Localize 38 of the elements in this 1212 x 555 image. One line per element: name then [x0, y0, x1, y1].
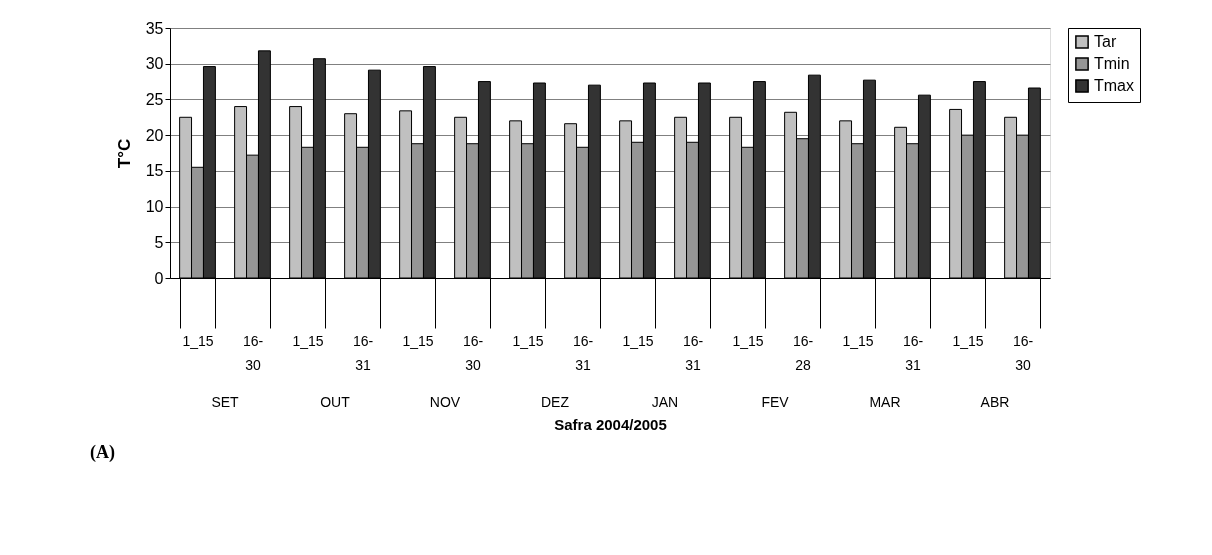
x-tick-label: 16-31	[902, 332, 924, 373]
x-tick-label: 1_15	[842, 332, 874, 349]
y-tick-label: 15	[145, 162, 164, 180]
y-tick-label: 0	[154, 269, 164, 287]
text: ABR	[980, 394, 1010, 410]
y-tick-label: 20	[145, 126, 164, 144]
text: FEV	[761, 394, 790, 410]
x-tick-label: 16-28	[792, 332, 814, 373]
x-tick-label: 16-31	[352, 332, 374, 373]
text: OUT	[320, 394, 351, 410]
text: (A)	[90, 442, 115, 463]
legend-label: Tar	[1094, 33, 1117, 50]
x-tick-label: 16-31	[682, 332, 704, 373]
text: MAR	[869, 394, 901, 410]
text: SET	[211, 394, 240, 410]
y-axis-title: T°C	[114, 138, 134, 169]
text: JAN	[651, 394, 679, 410]
y-tick-label: 30	[145, 55, 164, 73]
x-tick-label: 1_15	[732, 332, 764, 349]
y-tick-label: 10	[145, 198, 164, 216]
x-tick-label: 16-30	[1012, 332, 1034, 373]
x-tick-label: 1_15	[512, 332, 544, 349]
x-tick-label: 16-31	[572, 332, 594, 373]
x-tick-label: 1_15	[292, 332, 324, 349]
y-tick-label: 25	[145, 90, 164, 108]
x-tick-label: 1_15	[952, 332, 984, 349]
y-tick-label: 35	[145, 19, 164, 37]
x-tick-label: 1_15	[402, 332, 434, 349]
x-axis-title: Safra 2004/2005	[554, 415, 667, 433]
text: DEZ	[541, 394, 570, 410]
legend-label: Tmax	[1094, 77, 1134, 94]
y-tick-label: 5	[154, 233, 164, 251]
legend-label: Tmin	[1094, 55, 1130, 72]
x-tick-label: 1_15	[182, 332, 214, 349]
x-tick-label: 16-30	[242, 332, 264, 373]
x-tick-label: 16-30	[462, 332, 484, 373]
x-tick-label: 1_15	[622, 332, 654, 349]
text: NOV	[429, 394, 461, 410]
